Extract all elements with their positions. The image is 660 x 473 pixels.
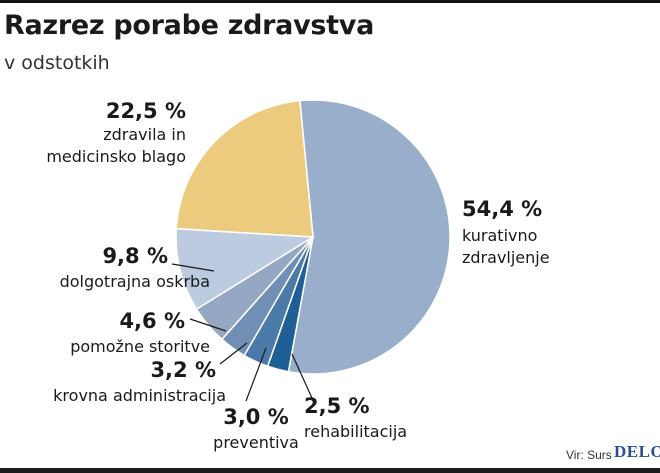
slice-name-label: medicinsko blago <box>46 147 186 166</box>
top-rule <box>0 0 660 3</box>
slice-name-label: zdravljenje <box>462 248 550 267</box>
chart-subtitle: v odstotkih <box>4 52 110 74</box>
leader-line <box>189 318 227 332</box>
pie-slice <box>287 99 451 375</box>
leader-line <box>219 342 248 365</box>
slice-name-label: dolgotrajna oskrba <box>60 272 210 291</box>
slice-percent-label: 2,5 % <box>304 394 370 418</box>
slice-percent-label: 54,4 % <box>462 197 542 221</box>
slice-name-label: kurativno <box>462 226 537 245</box>
slice-percent-label: 4,6 % <box>119 309 185 333</box>
chart-title: Razrez porabe zdravstva <box>4 10 374 41</box>
source-note: Vir: Surs <box>566 448 612 462</box>
slice-percent-label: 22,5 % <box>106 99 186 123</box>
pie-slice <box>175 227 316 311</box>
bottom-rule <box>0 468 660 473</box>
leader-line <box>171 263 215 272</box>
slice-name-label: pomožne storitve <box>70 337 210 356</box>
delo-logo: DELO <box>614 442 660 461</box>
slice-name-label: preventiva <box>213 433 299 452</box>
slice-percent-label: 3,0 % <box>223 405 289 429</box>
leader-line <box>291 353 313 399</box>
pie-slice <box>175 99 314 238</box>
slice-name-label: krovna administracija <box>53 386 226 405</box>
slice-name-label: rehabilitacija <box>304 422 407 441</box>
slice-percent-label: 3,2 % <box>150 358 216 382</box>
slice-name-label: zdravila in <box>103 125 186 144</box>
slice-percent-label: 9,8 % <box>102 244 168 268</box>
leader-line <box>245 347 267 402</box>
